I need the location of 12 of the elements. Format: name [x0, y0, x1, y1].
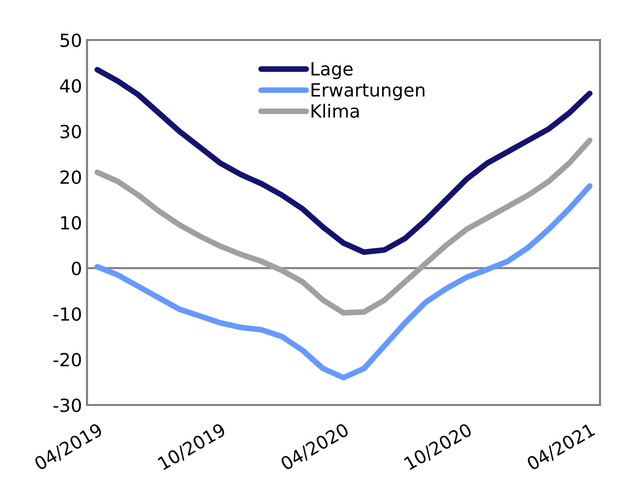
legend-label: Lage	[312, 62, 353, 80]
y-tick-label: 30	[60, 124, 81, 138]
y-tick-label: 20	[60, 170, 81, 184]
y-tick-label: -20	[54, 352, 81, 366]
y-tick-label: 10	[61, 216, 81, 230]
legend-label: Erwartungen	[312, 83, 424, 100]
y-tick-label: 0	[72, 262, 81, 276]
y-tick-label: 40	[60, 79, 81, 93]
y-tick-label: 50	[60, 33, 81, 48]
y-tick-label: -10	[54, 307, 81, 321]
legend-label: Klima	[312, 104, 359, 118]
y-tick-label: -30	[54, 398, 81, 412]
